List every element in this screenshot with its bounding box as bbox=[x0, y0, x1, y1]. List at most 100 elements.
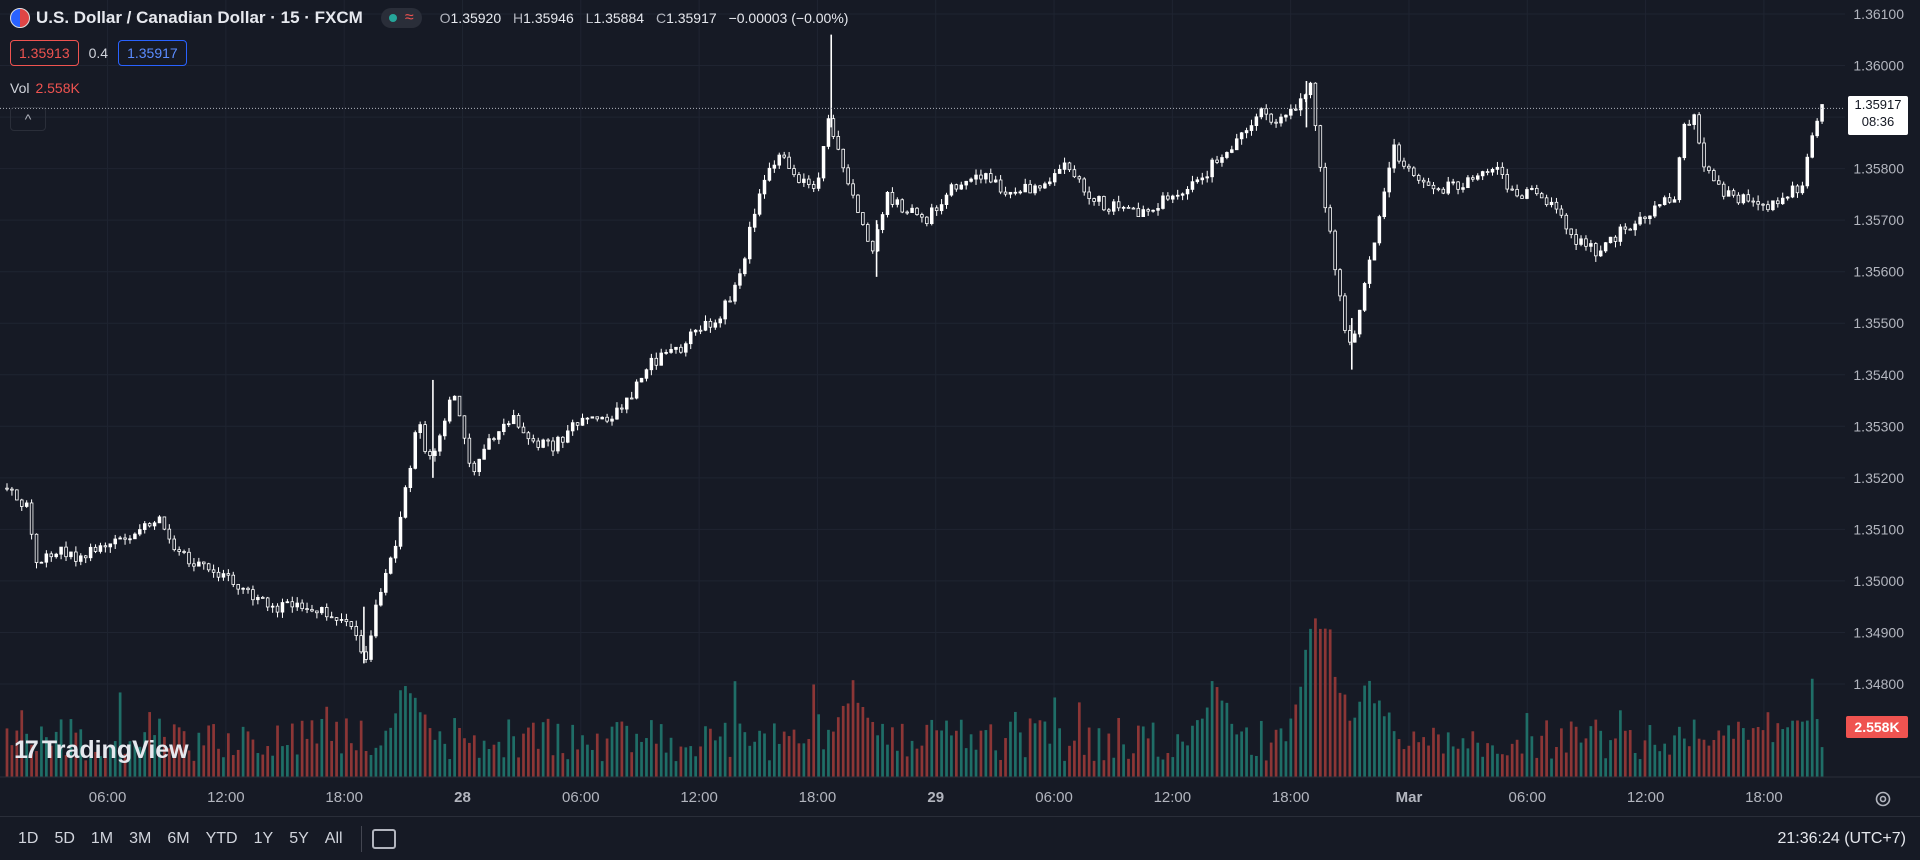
volume-bar bbox=[1786, 727, 1789, 777]
candle-body bbox=[1490, 168, 1495, 173]
candle-body bbox=[1628, 228, 1632, 231]
volume-bar bbox=[1594, 719, 1598, 777]
candle-body bbox=[1362, 283, 1367, 311]
buy-button[interactable]: 1.35917 bbox=[118, 40, 187, 66]
candle-body bbox=[98, 545, 103, 552]
range-1m-button[interactable]: 1M bbox=[90, 829, 114, 847]
candle-body bbox=[1805, 156, 1810, 187]
volume-bar bbox=[1077, 702, 1081, 777]
volume-bar bbox=[669, 737, 673, 777]
volume-bar bbox=[1309, 628, 1312, 777]
tradingview-logo[interactable]: 17 TradingView bbox=[14, 736, 189, 765]
low-label: L bbox=[585, 10, 594, 26]
range-5d-button[interactable]: 5D bbox=[54, 829, 75, 847]
volume-bar bbox=[1574, 726, 1578, 777]
candle-body bbox=[1544, 197, 1549, 206]
volume-bar bbox=[1397, 739, 1401, 777]
symbol-title[interactable]: U.S. Dollar / Canadian Dollar · 15 · FXC… bbox=[36, 8, 363, 27]
candle-body bbox=[379, 591, 383, 606]
volume-bar bbox=[1146, 738, 1150, 777]
volume-bar bbox=[1540, 735, 1544, 777]
sell-button[interactable]: 1.35913 bbox=[10, 40, 79, 66]
candle-body bbox=[1141, 209, 1146, 218]
candle-body bbox=[315, 610, 319, 614]
calendar-icon[interactable] bbox=[371, 828, 396, 849]
time-axis[interactable]: 06:00 12:00 18:00 28 06:00 12:00 18:00 29 06:00 1… bbox=[89, 789, 1783, 806]
volume-bar bbox=[290, 723, 294, 777]
volume-bar bbox=[1102, 760, 1106, 777]
candle-body bbox=[413, 432, 418, 469]
volume-bar bbox=[1707, 745, 1711, 777]
candle-body bbox=[172, 538, 176, 551]
volume-bar bbox=[704, 726, 707, 777]
candle-body bbox=[177, 549, 181, 552]
volume-bar bbox=[335, 721, 338, 777]
collapse-legend-button[interactable]: ^ bbox=[10, 107, 46, 131]
volume-bar bbox=[517, 757, 520, 777]
volume-bar bbox=[1018, 732, 1022, 777]
range-6m-button[interactable]: 6M bbox=[167, 829, 190, 847]
candle-body bbox=[620, 407, 624, 410]
candle-body bbox=[197, 561, 201, 567]
market-status[interactable]: ≈ bbox=[380, 8, 422, 28]
range-ytd-button[interactable]: YTD bbox=[205, 829, 238, 847]
candle-body bbox=[128, 538, 132, 541]
volume-bar bbox=[315, 743, 319, 777]
candle-body bbox=[1357, 309, 1362, 335]
volume-bar bbox=[1023, 757, 1027, 777]
volume-bar bbox=[1555, 746, 1558, 777]
candle-body bbox=[1062, 162, 1067, 170]
volume-bar bbox=[1432, 727, 1435, 777]
volume-bar bbox=[640, 741, 643, 777]
candle-body bbox=[743, 258, 747, 275]
range-1d-button[interactable]: 1D bbox=[18, 829, 39, 847]
range-3m-button[interactable]: 3M bbox=[129, 829, 152, 847]
volume-bar bbox=[531, 722, 535, 777]
volume-bar bbox=[35, 751, 38, 777]
volume-bar bbox=[910, 740, 914, 777]
volume-bar bbox=[630, 752, 634, 777]
volume-bar bbox=[463, 738, 466, 777]
timezone-clock[interactable]: 21:36:24 (UTC+7) bbox=[1777, 829, 1906, 847]
candle-body bbox=[536, 440, 540, 448]
candle-body bbox=[24, 502, 29, 507]
volume-bar bbox=[772, 723, 776, 777]
candle-body bbox=[1810, 135, 1814, 158]
volume-bar bbox=[374, 747, 378, 777]
volume-bar bbox=[118, 692, 122, 777]
volume-bar bbox=[1697, 738, 1701, 777]
range-all-button[interactable]: All bbox=[324, 829, 343, 847]
volume-bar bbox=[64, 755, 68, 777]
candle-body bbox=[654, 357, 659, 366]
volume-bar bbox=[256, 753, 260, 777]
candle-body bbox=[1495, 166, 1500, 170]
candle-body bbox=[1175, 194, 1180, 197]
candle-body bbox=[1146, 209, 1150, 212]
candle-body bbox=[433, 450, 437, 456]
candle-body bbox=[64, 546, 68, 558]
price-axis[interactable]: 1.361001.360001.359001.358001.357001.356… bbox=[1853, 6, 1904, 692]
candle-body bbox=[1052, 173, 1057, 183]
volume-bar bbox=[782, 731, 786, 777]
volume-bar bbox=[846, 703, 850, 777]
candle-body bbox=[1785, 196, 1790, 199]
candle-body bbox=[1697, 114, 1701, 144]
range-5y-button[interactable]: 5Y bbox=[289, 829, 309, 847]
range-1y-button[interactable]: 1Y bbox=[253, 829, 274, 847]
volume-bar bbox=[1141, 726, 1145, 777]
volume-bar bbox=[974, 749, 978, 777]
volume-label: Vol bbox=[10, 80, 30, 96]
candle-body bbox=[1082, 178, 1086, 193]
volume-bar bbox=[1648, 725, 1652, 777]
candle-body bbox=[964, 180, 968, 186]
volume-bar bbox=[1235, 734, 1239, 777]
chart-settings-gear-icon[interactable] bbox=[1870, 786, 1896, 812]
candle-body bbox=[639, 377, 644, 383]
candle-body bbox=[1225, 152, 1229, 158]
volume-bar bbox=[581, 735, 584, 777]
candle-body bbox=[1751, 200, 1755, 203]
volume-bar bbox=[286, 745, 289, 777]
volume-bar bbox=[1545, 720, 1548, 777]
open-value: 1.35920 bbox=[450, 10, 502, 26]
